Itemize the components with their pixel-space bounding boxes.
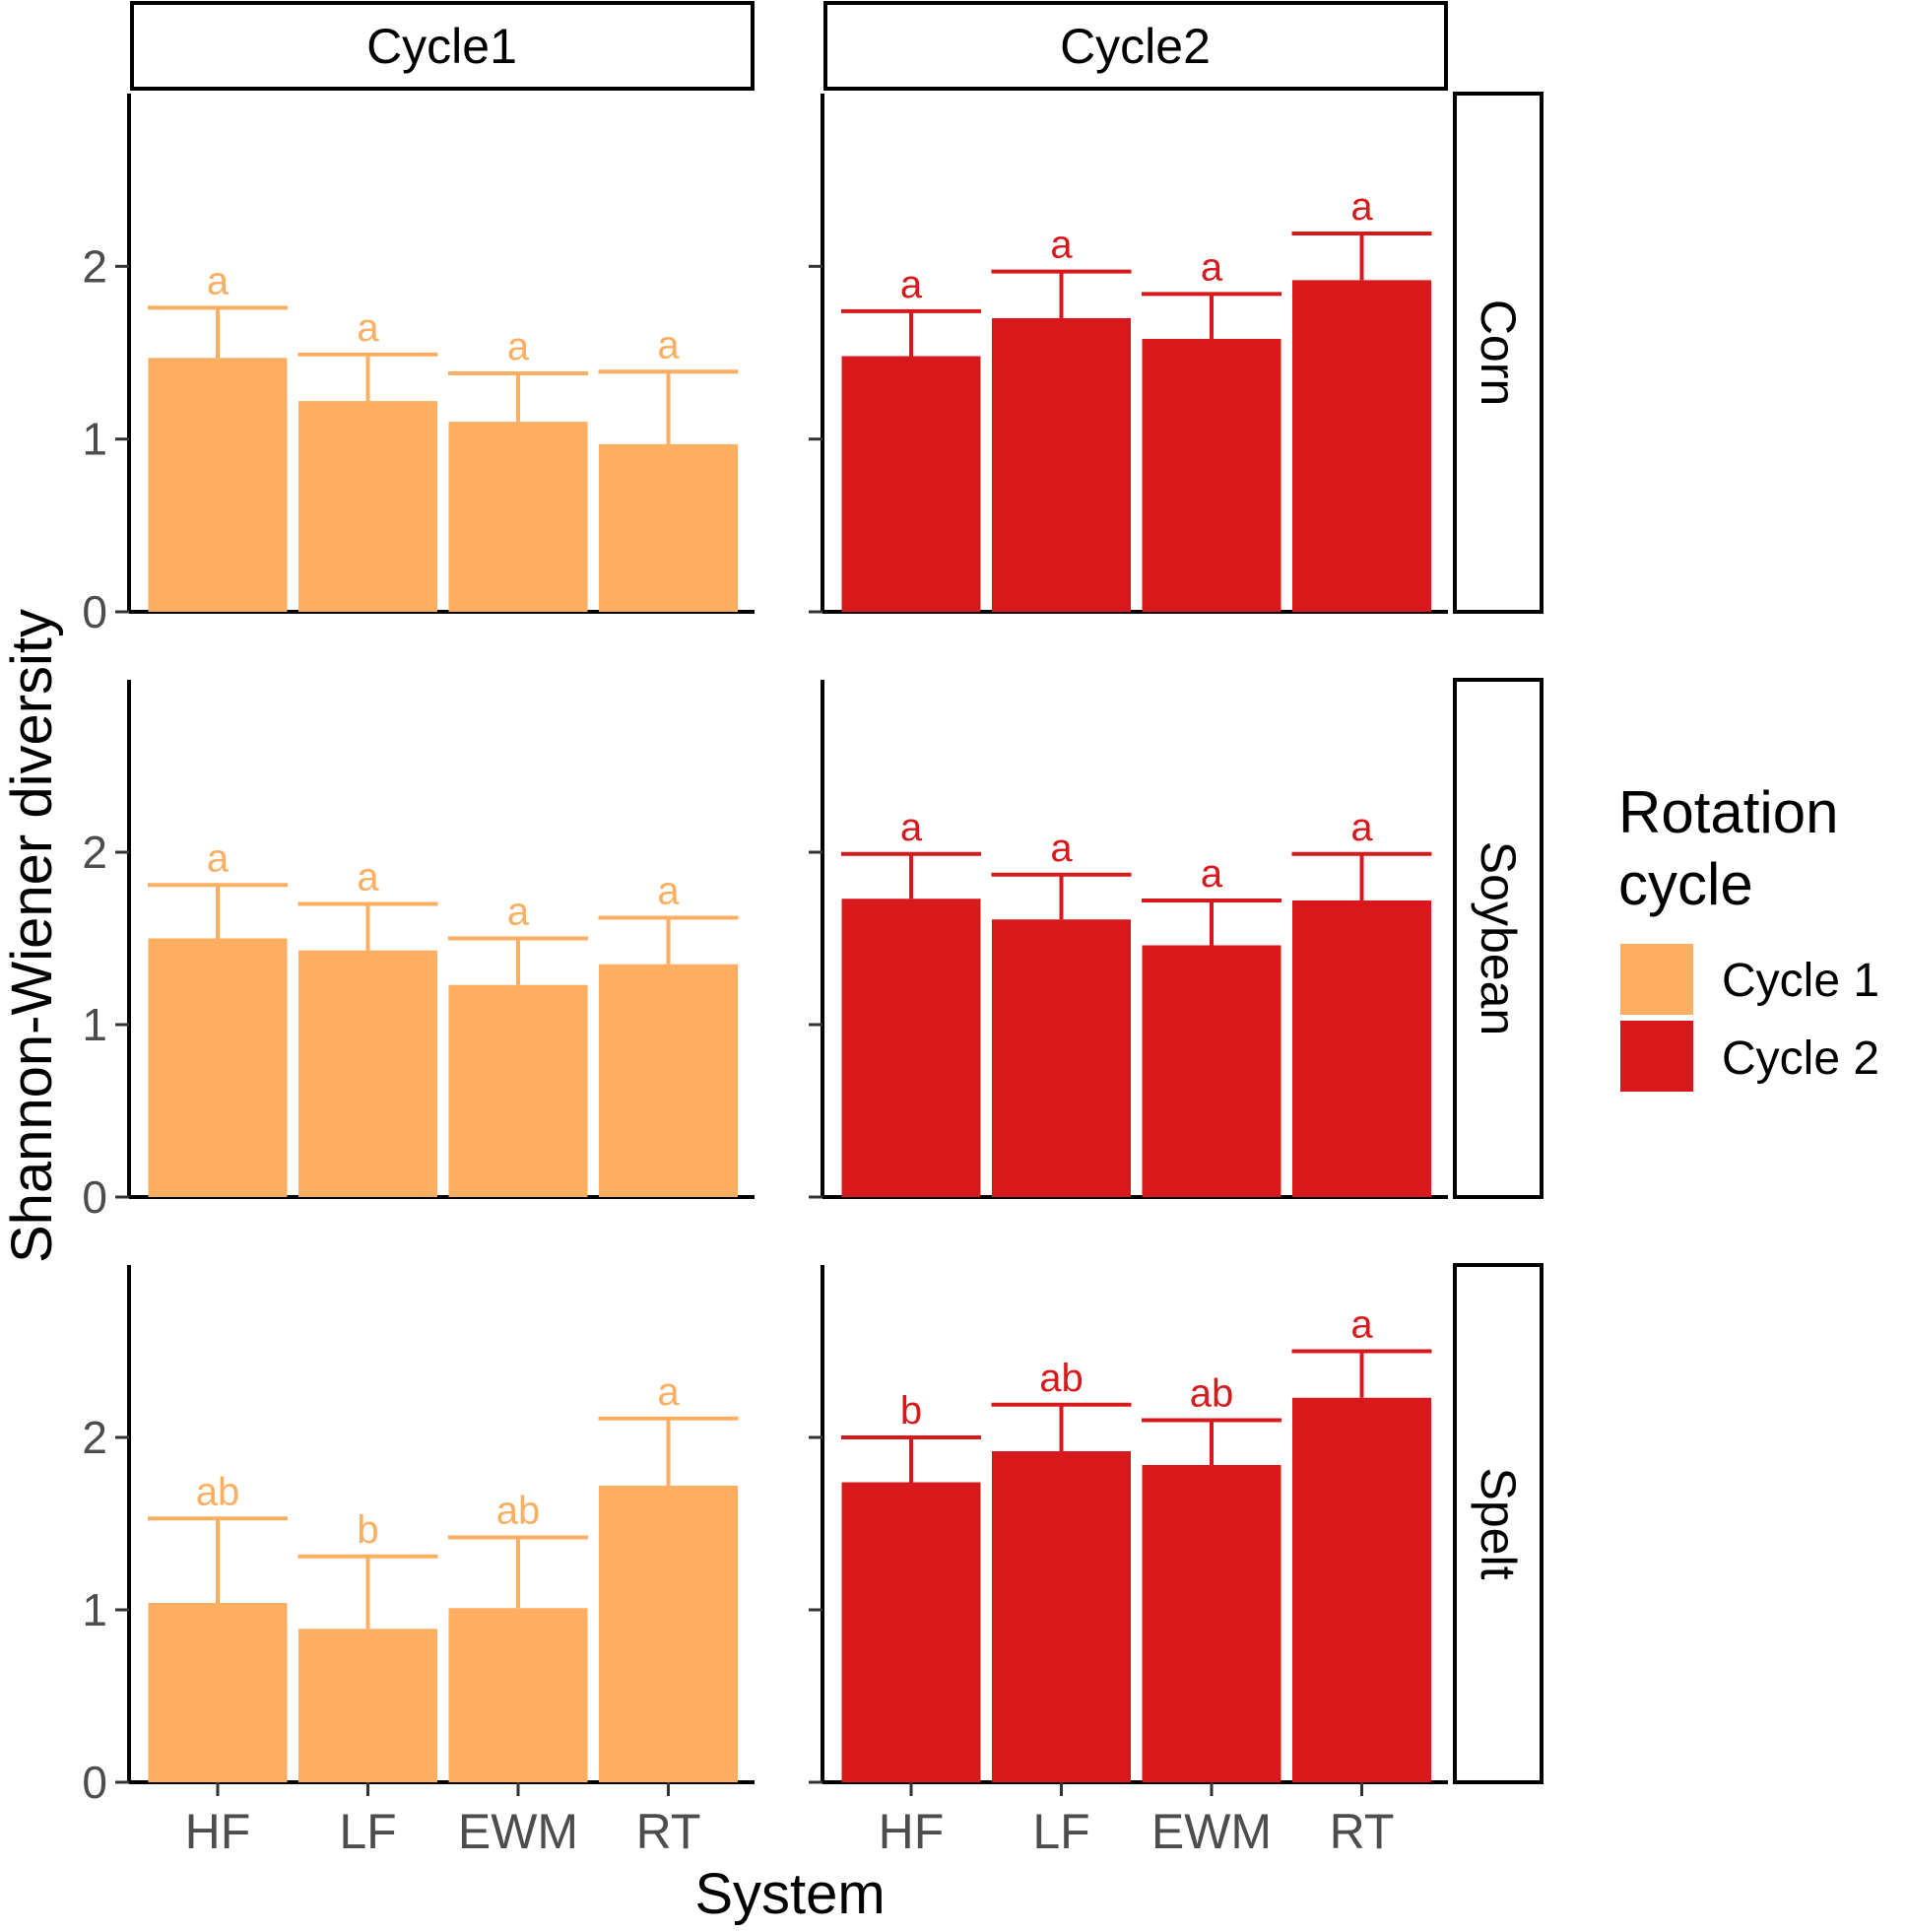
legend-key-cycle1 (1620, 944, 1693, 1015)
legend-key-cycle2 (1620, 1021, 1693, 1092)
y-axis-label: Shannon-Wiener diversity (0, 609, 64, 1263)
significance-letter-spelt-cycle2-hf: b (900, 1389, 922, 1432)
bar-soybean-cycle1-lf (298, 950, 437, 1197)
legend-label-cycle1: Cycle 1 (1722, 955, 1879, 1007)
significance-letter-soybean-cycle2-lf: a (1050, 827, 1073, 870)
y-tick-label-spelt-cycle1-2: 2 (82, 1412, 107, 1463)
significance-letter-soybean-cycle1-lf: a (357, 856, 379, 899)
significance-letter-corn-cycle1-ewm: a (507, 325, 530, 368)
y-tick-label-soybean-cycle1-2: 2 (82, 827, 107, 878)
significance-letter-soybean-cycle1-ewm: a (507, 891, 530, 934)
x-axis-label: System (694, 1862, 885, 1926)
bar-corn-cycle2-hf (841, 356, 981, 612)
bar-soybean-cycle2-hf (841, 899, 981, 1197)
y-tick-label-corn-cycle1-1: 1 (82, 414, 107, 465)
plot-layer: Cycle1 Cycle2 Corn Soybean Spelt 0 1 2 a a a a a a a a 0… (82, 1, 1544, 1859)
row-strip-corn (1453, 92, 1544, 614)
significance-letter-corn-cycle1-rt: a (657, 323, 680, 366)
column-strip-label-cycle1: Cycle1 (366, 19, 517, 74)
significance-letter-corn-cycle1-lf: a (357, 306, 379, 350)
y-tick-label-soybean-cycle1-0: 0 (82, 1171, 107, 1223)
x-tick-label-spelt-cycle1-lf: LF (339, 1804, 396, 1859)
y-tick-label-corn-cycle1-2: 2 (82, 240, 107, 292)
row-strip-label-soybean: Soybean (1471, 841, 1526, 1035)
legend-title-line1: Rotation (1618, 779, 1838, 845)
significance-letter-soybean-cycle1-hf: a (207, 836, 230, 880)
x-tick-label-spelt-cycle2-ewm: EWM (1151, 1804, 1272, 1859)
significance-letter-soybean-cycle2-rt: a (1350, 806, 1373, 849)
significance-letter-corn-cycle2-ewm: a (1201, 245, 1223, 289)
bar-spelt-cycle1-rt (599, 1486, 738, 1782)
y-tick-label-soybean-cycle1-1: 1 (82, 999, 107, 1050)
significance-letter-corn-cycle2-lf: a (1050, 224, 1073, 267)
legend-title-line2: cycle (1618, 851, 1753, 917)
bar-corn-cycle2-rt (1292, 280, 1431, 612)
bar-corn-cycle2-lf (992, 317, 1131, 612)
bar-soybean-cycle2-rt (1292, 900, 1431, 1197)
x-tick-label-spelt-cycle2-lf: LF (1032, 1804, 1089, 1859)
bar-soybean-cycle2-ewm (1142, 945, 1281, 1197)
significance-letter-corn-cycle2-rt: a (1350, 185, 1373, 229)
significance-letter-soybean-cycle2-ewm: a (1201, 852, 1223, 896)
y-tick-label-spelt-cycle1-1: 1 (82, 1584, 107, 1635)
significance-letter-spelt-cycle2-lf: ab (1039, 1357, 1084, 1400)
bar-corn-cycle1-rt (599, 443, 738, 612)
significance-letter-spelt-cycle1-lf: b (357, 1508, 378, 1552)
bar-soybean-cycle1-rt (599, 964, 738, 1197)
bar-corn-cycle1-lf (298, 401, 437, 612)
significance-letter-spelt-cycle1-ewm: ab (496, 1490, 541, 1533)
x-tick-label-spelt-cycle1-ewm: EWM (458, 1804, 578, 1859)
bar-corn-cycle2-ewm (1142, 338, 1281, 612)
row-strip-label-corn: Corn (1471, 300, 1526, 406)
y-tick-label-corn-cycle1-0: 0 (82, 586, 107, 637)
significance-letter-corn-cycle1-hf: a (207, 259, 230, 302)
significance-letter-soybean-cycle1-rt: a (657, 870, 680, 913)
x-tick-label-spelt-cycle1-hf: HF (185, 1804, 251, 1859)
significance-letter-spelt-cycle2-ewm: ab (1190, 1372, 1234, 1416)
row-strip-soybean (1453, 678, 1544, 1199)
bar-spelt-cycle1-lf (298, 1629, 437, 1782)
bar-spelt-cycle1-hf (148, 1603, 288, 1782)
x-tick-label-spelt-cycle2-hf: HF (879, 1804, 945, 1859)
column-strip-cycle1 (130, 1, 755, 91)
bar-soybean-cycle1-hf (148, 938, 288, 1197)
y-tick-label-spelt-cycle1-0: 0 (82, 1757, 107, 1808)
bar-spelt-cycle2-lf (992, 1451, 1131, 1782)
bar-corn-cycle1-hf (148, 358, 288, 612)
legend: Rotation cycle Cycle 1 Cycle 2 (1618, 779, 1879, 1092)
significance-letter-corn-cycle2-hf: a (900, 263, 923, 306)
bar-spelt-cycle2-ewm (1142, 1465, 1281, 1782)
bar-corn-cycle1-ewm (448, 422, 588, 612)
x-tick-label-spelt-cycle1-rt: RT (636, 1804, 701, 1859)
bar-soybean-cycle2-lf (992, 919, 1131, 1197)
bar-soybean-cycle1-ewm (448, 984, 588, 1197)
significance-letter-spelt-cycle2-rt: a (1350, 1303, 1373, 1347)
bar-spelt-cycle2-rt (1292, 1397, 1431, 1782)
row-strip-spelt (1453, 1263, 1544, 1784)
column-strip-label-cycle2: Cycle2 (1060, 19, 1211, 74)
x-tick-label-spelt-cycle2-rt: RT (1330, 1804, 1395, 1859)
significance-letter-spelt-cycle1-hf: ab (196, 1470, 240, 1513)
row-strip-label-spelt: Spelt (1471, 1468, 1526, 1580)
significance-letter-soybean-cycle2-hf: a (900, 806, 923, 849)
bar-spelt-cycle2-hf (841, 1482, 981, 1782)
bar-spelt-cycle1-ewm (448, 1608, 588, 1782)
column-strip-cycle2 (823, 1, 1448, 91)
significance-letter-spelt-cycle1-rt: a (657, 1370, 680, 1414)
legend-label-cycle2: Cycle 2 (1722, 1033, 1879, 1085)
